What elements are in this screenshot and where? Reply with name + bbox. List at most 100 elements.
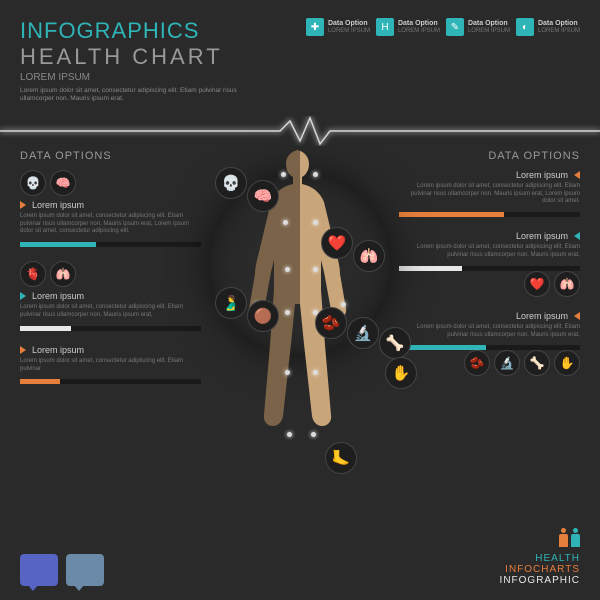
- data-section: 💀🧠 Lorem ipsum Lorem ipsum dolor sit ame…: [20, 170, 201, 247]
- section-body: Lorem ipsum dolor sit amet, consectetur …: [399, 244, 580, 260]
- body-dot: [313, 220, 318, 225]
- badge-icon: H: [376, 18, 394, 36]
- organ-icon: 🦴: [524, 350, 550, 376]
- arrow-icon: [574, 171, 580, 179]
- arrow-icon: [20, 346, 26, 354]
- speech-bubbles: .bubble[style*='#5864c4']::after{border-…: [20, 554, 104, 586]
- badge: H Data OptionLOREM IPSUM: [376, 18, 440, 36]
- right-heading: DATA OPTIONS: [399, 150, 580, 162]
- section-title: Lorem ipsum: [32, 345, 84, 355]
- badge-icon: ✎: [446, 18, 464, 36]
- body-dot: [283, 220, 288, 225]
- header-badges: ✚Data OptionLOREM IPSUMHData OptionLOREM…: [306, 18, 580, 36]
- badge-label: Data Option: [468, 20, 510, 28]
- organ-icon: 🫘: [464, 350, 490, 376]
- badge-label: Data Option: [328, 20, 370, 28]
- header: INFOGRAPHICS HEALTH CHART LOREM IPSUM Lo…: [0, 0, 600, 112]
- section-icons: 🫘🔬🦴✋: [399, 350, 580, 376]
- intro-text: Lorem ipsum dolor sit amet, consectetur …: [20, 87, 240, 104]
- section-body: Lorem ipsum dolor sit amet, consectetur …: [20, 304, 201, 320]
- arrow-icon: [574, 232, 580, 240]
- section-body: Lorem ipsum dolor sit amet, consectetur …: [399, 324, 580, 340]
- bar-track: [399, 345, 580, 350]
- organ-icon: 🦶: [325, 442, 357, 474]
- badge-icon: ◐: [516, 18, 534, 36]
- people-icons: [558, 528, 580, 548]
- section-icons: ❤️🫁: [399, 271, 580, 297]
- body-dot: [285, 370, 290, 375]
- section-body: Lorem ipsum dolor sit amet, consectetur …: [399, 183, 580, 206]
- badge-sub: LOREM IPSUM: [468, 28, 510, 35]
- section-title: Lorem ipsum: [32, 291, 84, 301]
- organ-icon: 🫁: [50, 261, 76, 287]
- data-section: Lorem ipsum Lorem ipsum dolor sit amet, …: [20, 345, 201, 385]
- organ-icon: 🔬: [494, 350, 520, 376]
- data-section: Lorem ipsum Lorem ipsum dolor sit amet, …: [399, 311, 580, 377]
- arrow-icon: [20, 201, 26, 209]
- badge: ✚Data OptionLOREM IPSUM: [306, 18, 370, 36]
- section-title: Lorem ipsum: [516, 311, 568, 321]
- badge: ◐Data OptionLOREM IPSUM: [516, 18, 580, 36]
- human-figure: 💀🧠🫃🟤❤️🫁🫘🔬🦴✋🦶: [185, 132, 415, 482]
- organ-icon: 💀: [215, 167, 247, 199]
- section-title: Lorem ipsum: [516, 170, 568, 180]
- organ-icon: 🧠: [50, 170, 76, 196]
- speech-bubble: .bubble[style*='#6b8aa8']::after{border-…: [66, 554, 104, 586]
- badge-label: Data Option: [398, 20, 440, 28]
- organ-icon: ✋: [554, 350, 580, 376]
- bar-fill: [20, 242, 96, 247]
- badge: ✎ Data OptionLOREM IPSUM: [446, 18, 510, 36]
- speech-bubble: .bubble[style*='#5864c4']::after{border-…: [20, 554, 58, 586]
- data-section: 🫀🫁 Lorem ipsum Lorem ipsum dolor sit ame…: [20, 261, 201, 331]
- bar-track: [20, 242, 201, 247]
- bar-track: [20, 379, 201, 384]
- organ-icon: 💀: [20, 170, 46, 196]
- body-dot: [313, 172, 318, 177]
- body-dot: [341, 302, 346, 307]
- bar-track: [399, 266, 580, 271]
- footer: .bubble[style*='#5864c4']::after{border-…: [20, 528, 580, 586]
- footer-title: HEALTHINFOCHARTSINFOGRAPHIC: [500, 553, 580, 586]
- body-dot: [285, 310, 290, 315]
- person-icon: [558, 528, 568, 548]
- right-column: DATA OPTIONS Lorem ipsum Lorem ipsum dol…: [399, 150, 580, 399]
- organ-icon: ✋: [385, 357, 417, 389]
- organ-icon: 🧠: [247, 180, 279, 212]
- bar-track: [20, 326, 201, 331]
- arrow-icon: [20, 292, 26, 300]
- organ-icon: 🫁: [353, 240, 385, 272]
- footer-line: INFOCHARTS: [500, 564, 580, 575]
- arrow-icon: [574, 312, 580, 320]
- badge-label: Data Option: [538, 20, 580, 28]
- section-icons: 💀🧠: [20, 170, 201, 196]
- body-dot: [313, 267, 318, 272]
- data-section: Lorem ipsum Lorem ipsum dolor sit amet, …: [399, 231, 580, 297]
- footer-line: HEALTH: [500, 553, 580, 564]
- bar-fill: [20, 326, 71, 331]
- organ-icon: 🫘: [315, 307, 347, 339]
- organ-icon: 🦴: [379, 327, 411, 359]
- organ-icon: 🟤: [247, 300, 279, 332]
- subtitle-2: LOREM IPSUM: [20, 72, 240, 83]
- body-dot: [287, 432, 292, 437]
- badge-sub: LOREM IPSUM: [398, 28, 440, 35]
- section-body: Lorem ipsum dolor sit amet, consectetur …: [20, 213, 201, 236]
- main-title: INFOGRAPHICS: [20, 18, 240, 44]
- organ-icon: 🫃: [215, 287, 247, 319]
- badge-sub: LOREM IPSUM: [328, 28, 370, 35]
- left-heading: DATA OPTIONS: [20, 150, 201, 162]
- body-dot: [281, 172, 286, 177]
- organ-icon: ❤️: [524, 271, 550, 297]
- organ-icon: 🫁: [554, 271, 580, 297]
- body-dot: [285, 267, 290, 272]
- body-dot: [313, 370, 318, 375]
- body-dot: [311, 432, 316, 437]
- section-title: Lorem ipsum: [32, 200, 84, 210]
- organ-icon: ❤️: [321, 227, 353, 259]
- bar-track: [399, 212, 580, 217]
- bar-fill: [20, 379, 60, 384]
- footer-line: INFOGRAPHIC: [500, 575, 580, 586]
- section-body: Lorem ipsum dolor sit amet, consectetur …: [20, 358, 201, 374]
- section-icons: 🫀🫁: [20, 261, 201, 287]
- organ-icon: 🫀: [20, 261, 46, 287]
